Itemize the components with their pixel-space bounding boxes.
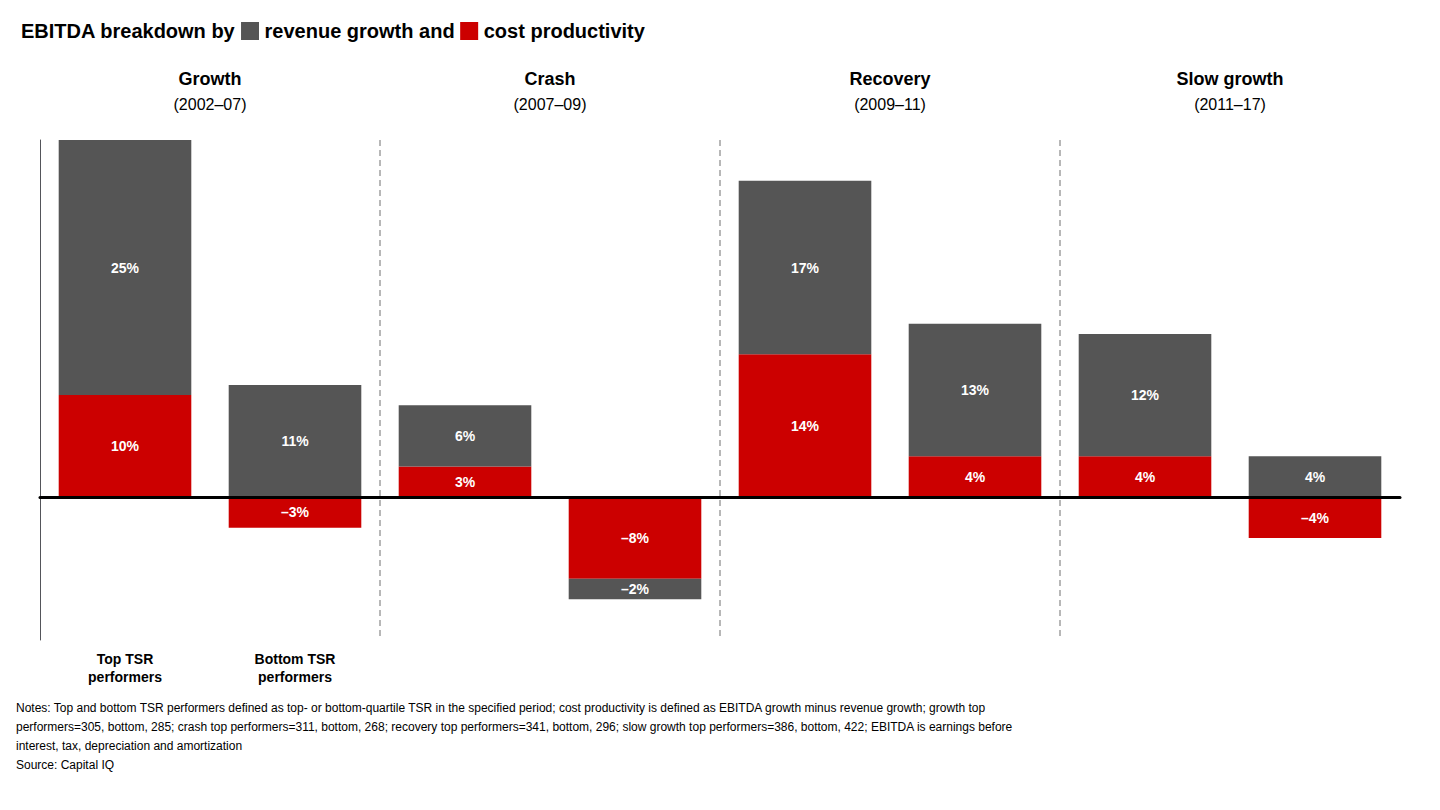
svg-text:Recovery: Recovery: [849, 69, 930, 89]
svg-text:Source: Capital IQ: Source: Capital IQ: [16, 758, 114, 772]
svg-text:4%: 4%: [965, 469, 986, 485]
svg-text:–8%: –8%: [621, 530, 650, 546]
svg-text:Slow growth: Slow growth: [1177, 69, 1284, 89]
svg-text:13%: 13%: [961, 382, 990, 398]
svg-text:25%: 25%: [111, 260, 140, 276]
svg-text:–3%: –3%: [281, 504, 310, 520]
svg-text:Growth: Growth: [179, 69, 242, 89]
svg-text:(2009–11): (2009–11): [854, 96, 926, 113]
svg-text:4%: 4%: [1305, 469, 1326, 485]
svg-text:(2007–09): (2007–09): [514, 96, 587, 113]
svg-text:performers: performers: [88, 669, 162, 685]
svg-text:cost productivity: cost productivity: [478, 20, 646, 42]
svg-text:14%: 14%: [791, 418, 820, 434]
svg-text:12%: 12%: [1131, 387, 1160, 403]
svg-text:(2002–07): (2002–07): [174, 96, 247, 113]
svg-text:17%: 17%: [791, 260, 820, 276]
svg-text:10%: 10%: [111, 438, 140, 454]
svg-text:Crash: Crash: [524, 69, 575, 89]
svg-text:Notes: Top and bottom TSR perf: Notes: Top and bottom TSR performers def…: [16, 701, 985, 715]
svg-text:–2%: –2%: [621, 581, 650, 597]
svg-text:revenue growth and: revenue growth and: [259, 20, 460, 42]
svg-text:EBITDA breakdown by: EBITDA breakdown by: [21, 20, 240, 42]
svg-text:4%: 4%: [1135, 469, 1156, 485]
svg-text:6%: 6%: [455, 428, 476, 444]
svg-text:interest, tax, depreciation an: interest, tax, depreciation and amortiza…: [16, 739, 242, 753]
svg-text:(2011–17): (2011–17): [1194, 96, 1266, 113]
svg-text:performers: performers: [258, 669, 332, 685]
svg-text:11%: 11%: [281, 433, 309, 449]
svg-text:Bottom TSR: Bottom TSR: [255, 651, 336, 667]
svg-text:3%: 3%: [455, 474, 476, 490]
svg-text:–4%: –4%: [1301, 510, 1330, 526]
svg-text:performers=305, bottom, 285; c: performers=305, bottom, 285; crash top p…: [16, 720, 1013, 734]
svg-text:Top TSR: Top TSR: [97, 651, 154, 667]
